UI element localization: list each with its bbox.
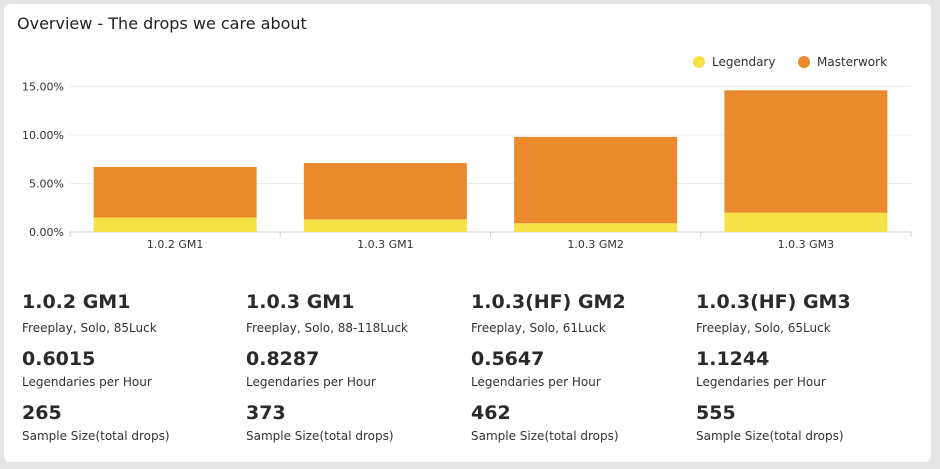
sample-size-label: Sample Size(total drops) [246,429,394,443]
stat-subtitle: Freeplay, Solo, 85Luck [22,321,157,335]
stat-subtitle: Freeplay, Solo, 61Luck [471,321,606,335]
stat-title: 1.0.3 GM1 [246,291,355,313]
bar-legendary-1 [93,217,257,232]
sample-size-label: Sample Size(total drops) [471,429,619,443]
x-tick-label: 1.0.3 GM1 [357,238,414,251]
sample-size-value: 373 [246,402,286,424]
panel-title: Overview - The drops we care about [17,14,307,33]
legendaries-per-hour-value: 0.5647 [471,348,545,370]
legendaries-per-hour-label: Legendaries per Hour [471,375,601,389]
stat-subtitle: Freeplay, Solo, 65Luck [696,321,831,335]
sample-size-label: Sample Size(total drops) [696,429,844,443]
bar-masterwork-1 [93,166,257,218]
y-tick-label: 10.00% [22,129,64,142]
bar-masterwork-3 [514,136,678,224]
legendaries-per-hour-value: 0.6015 [22,348,96,370]
stat-title: 1.0.3(HF) GM2 [471,291,626,313]
legendaries-per-hour-value: 1.1244 [696,348,770,370]
y-tick-label: 5.00% [29,177,64,190]
x-tick-label: 1.0.3 GM2 [567,238,624,251]
bar-masterwork-2 [303,163,467,220]
bar-legendary-4 [724,212,888,232]
bar-legendary-2 [303,219,467,232]
bar-masterwork-4 [724,90,888,213]
stat-subtitle: Freeplay, Solo, 88-118Luck [246,321,408,335]
legend-label-masterwork: Masterwork [817,55,887,69]
bar-legendary-3 [514,223,678,232]
overview-panel: Overview - The drops we care about 0.00%… [4,4,931,462]
legend-marker-legendary [693,56,705,68]
sample-size-label: Sample Size(total drops) [22,429,170,443]
legend-label-legendary: Legendary [712,55,775,69]
x-tick-label: 1.0.3 GM3 [778,238,835,251]
sample-size-value: 555 [696,402,736,424]
legendaries-per-hour-label: Legendaries per Hour [22,375,152,389]
drops-stacked-bar-chart: 0.00% 5.00% 10.00% 15.00% 1.0.2 GM1 1.0.3 GM1… [22,55,912,251]
y-tick-label: 15.00% [22,80,64,93]
sample-size-value: 462 [471,402,511,424]
stats-section: 1.0.2 GM1 Freeplay, Solo, 85Luck 0.6015 … [22,291,922,451]
legend-marker-masterwork [798,56,810,68]
x-tick-label: 1.0.2 GM1 [147,238,204,251]
sample-size-value: 265 [22,402,62,424]
y-tick-label: 0.00% [29,226,64,239]
legendaries-per-hour-label: Legendaries per Hour [696,375,826,389]
stat-title: 1.0.3(HF) GM3 [696,291,851,313]
legendaries-per-hour-value: 0.8287 [246,348,320,370]
stat-title: 1.0.2 GM1 [22,291,131,313]
legendaries-per-hour-label: Legendaries per Hour [246,375,376,389]
